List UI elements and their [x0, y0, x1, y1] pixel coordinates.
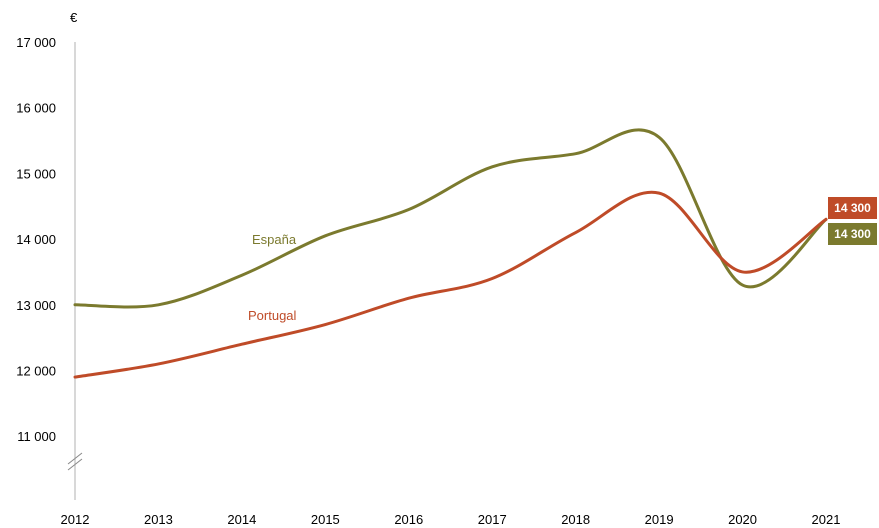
y-tick-label: 14 000	[16, 232, 56, 247]
x-tick-label: 2014	[227, 512, 256, 527]
y-axis-unit: €	[70, 10, 78, 25]
y-tick-label: 13 000	[16, 298, 56, 313]
axis-break-marker	[67, 452, 83, 471]
x-tick-label: 2013	[144, 512, 173, 527]
series-line-espana	[73, 128, 828, 309]
y-tick-label: 11 000	[17, 429, 56, 444]
x-tick-label: 2016	[394, 512, 423, 527]
end-value-badge-bg	[828, 197, 877, 219]
end-value-labels: 14 300 14 300	[828, 197, 877, 245]
x-tick-label: 2015	[311, 512, 340, 527]
y-axis-ticks: 11 000 12 000 13 000 14 000 15 000 16 000 17 0…	[16, 35, 56, 444]
end-value-badge-portugal: 14 300	[828, 197, 877, 219]
y-tick-label: 15 000	[16, 166, 56, 181]
end-value-badge-bg	[828, 223, 877, 245]
y-tick-label: 16 000	[16, 101, 56, 116]
series-lines	[73, 128, 828, 379]
end-value-text: 14 300	[834, 227, 871, 241]
series-label-portugal: Portugal	[248, 308, 297, 323]
x-axis-ticks: 2012 2013 2014 2015 2016 2017 2018 2019 2020 2021	[61, 512, 841, 527]
series-line-portugal	[73, 190, 828, 379]
x-tick-label: 2021	[812, 512, 841, 527]
x-tick-label: 2017	[478, 512, 507, 527]
end-value-text: 14 300	[834, 201, 871, 215]
series-label-espana: España	[252, 232, 297, 247]
y-tick-label: 12 000	[16, 364, 56, 379]
end-value-badge-espana: 14 300	[828, 223, 877, 245]
y-tick-label: 17 000	[16, 35, 56, 50]
x-tick-label: 2019	[645, 512, 674, 527]
x-tick-label: 2012	[61, 512, 90, 527]
x-tick-label: 2020	[728, 512, 757, 527]
x-tick-label: 2018	[561, 512, 590, 527]
